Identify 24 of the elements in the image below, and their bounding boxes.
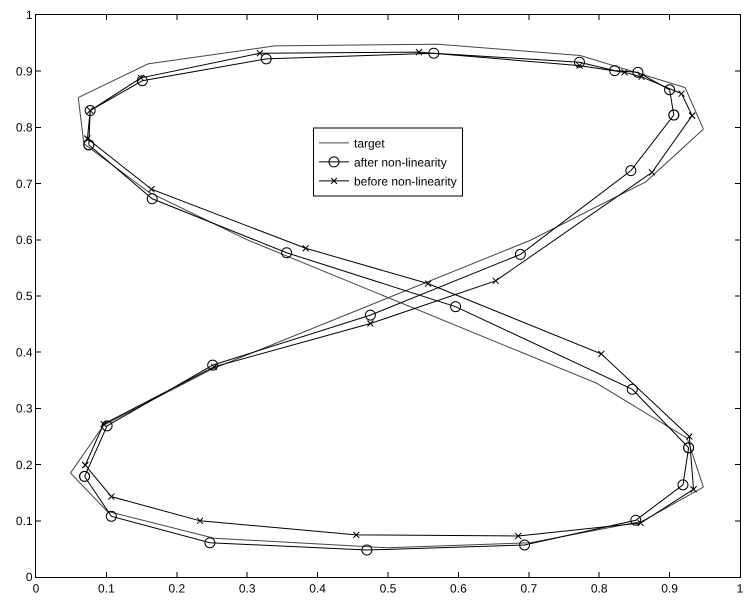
x-tick-label: 1 — [736, 581, 744, 596]
x-tick-label: 0.4 — [309, 581, 326, 596]
x-tick-label: 0.2 — [168, 581, 186, 596]
y-tick-label: 0.2 — [16, 458, 33, 472]
x-tick-label: 0.3 — [238, 581, 256, 596]
x-tick-label: 0.6 — [450, 581, 468, 596]
x-tick-label: 0.8 — [590, 581, 608, 596]
y-tick-label: 0 — [26, 570, 33, 584]
y-tick-label: 0.4 — [16, 345, 33, 360]
y-tick-label: 0.8 — [16, 120, 33, 135]
y-tick-label: 0.6 — [16, 233, 33, 247]
legend-label: before non-linearity — [354, 174, 457, 189]
y-tick-label: 1 — [26, 8, 33, 22]
y-tick-label: 0.3 — [16, 402, 33, 416]
y-tick-label: 0.7 — [16, 176, 33, 191]
y-tick-label: 0.1 — [16, 514, 33, 528]
y-tick-label: 0.5 — [16, 289, 33, 304]
x-tick-label: 0.1 — [98, 581, 116, 596]
x-tick-label: 0.7 — [520, 581, 538, 596]
y-tick-label: 0.9 — [16, 64, 33, 78]
x-tick-label: 0.9 — [661, 581, 678, 596]
legend-label: target — [354, 136, 386, 151]
x-tick-label: 0.5 — [380, 581, 397, 596]
legend-label: after non-linearity — [354, 156, 447, 170]
